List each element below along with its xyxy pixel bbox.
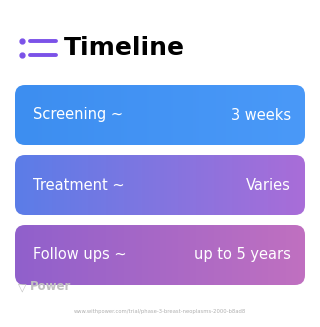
Text: ▽: ▽ [18, 282, 27, 292]
Text: Screening ~: Screening ~ [33, 108, 123, 123]
Text: up to 5 years: up to 5 years [194, 248, 291, 263]
Text: Follow ups ~: Follow ups ~ [33, 248, 127, 263]
Text: Varies: Varies [246, 178, 291, 193]
Text: Timeline: Timeline [64, 36, 185, 60]
Text: Power: Power [30, 281, 71, 294]
Text: www.withpower.com/trial/phase-3-breast-neoplasms-2000-b8ad8: www.withpower.com/trial/phase-3-breast-n… [74, 309, 246, 315]
Text: Treatment ~: Treatment ~ [33, 178, 124, 193]
Text: 3 weeks: 3 weeks [231, 108, 291, 123]
